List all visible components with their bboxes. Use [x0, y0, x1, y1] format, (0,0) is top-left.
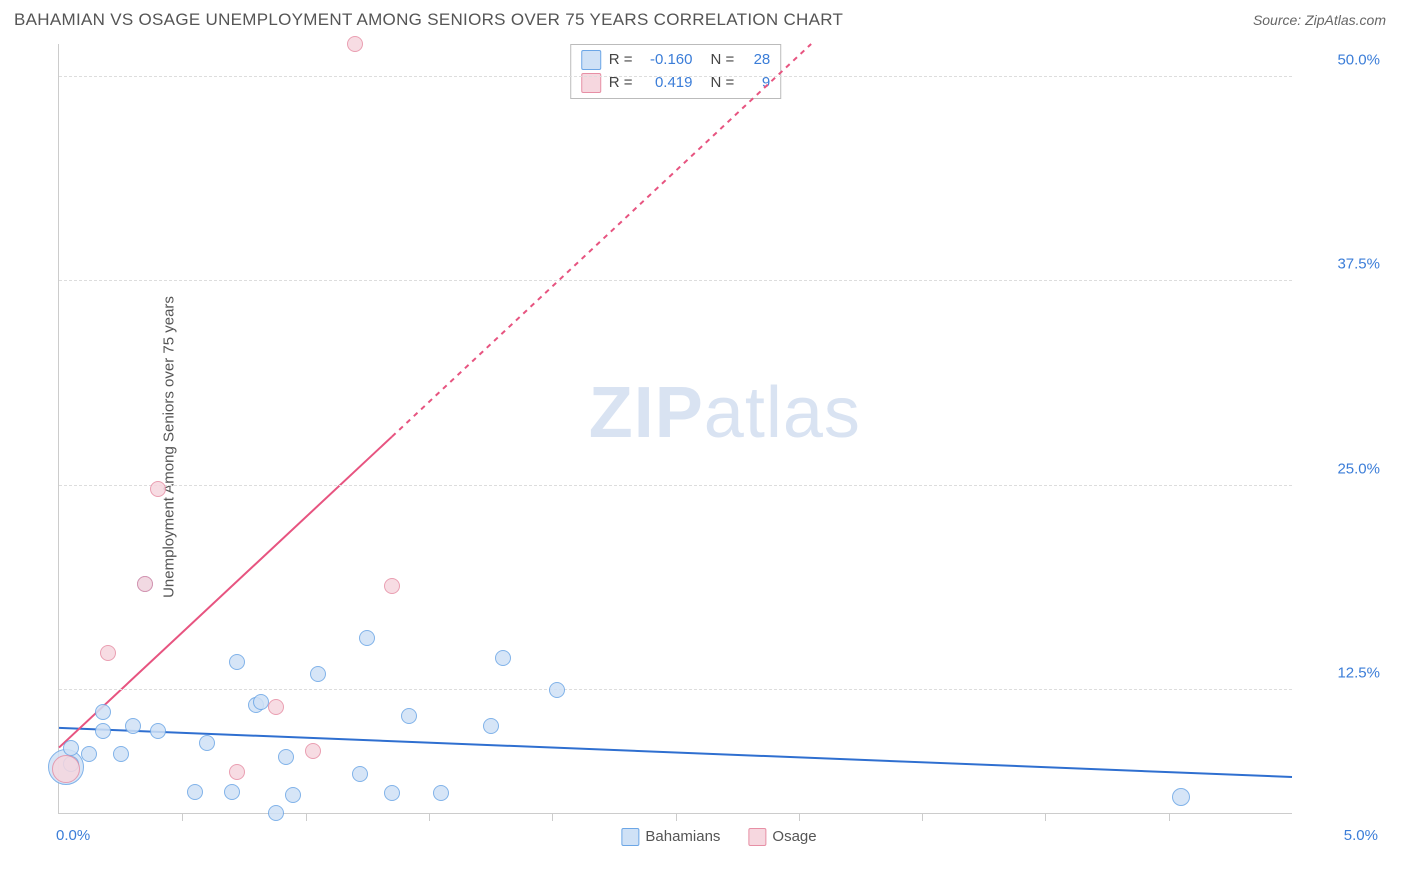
legend-swatch: [748, 828, 766, 846]
data-point: [384, 785, 400, 801]
n-value: 28: [742, 49, 770, 72]
legend-item: Osage: [748, 828, 816, 846]
y-tick-label: 12.5%: [1300, 665, 1380, 682]
scatter-plot: ZIPatlas R =-0.160N =28R =0.419N =9 12.5…: [58, 44, 1292, 814]
legend-swatch: [621, 828, 639, 846]
x-tick: [306, 813, 307, 821]
data-point: [125, 718, 141, 734]
data-point: [278, 749, 294, 765]
x-tick: [1045, 813, 1046, 821]
gridline: [59, 689, 1292, 690]
data-point: [113, 746, 129, 762]
data-point: [52, 755, 80, 783]
legend-label: Osage: [772, 828, 816, 845]
y-tick-label: 37.5%: [1300, 256, 1380, 273]
data-point: [285, 787, 301, 803]
data-point: [187, 784, 203, 800]
trend-lines: [59, 44, 1292, 813]
data-point: [359, 630, 375, 646]
data-point: [549, 682, 565, 698]
data-point: [95, 704, 111, 720]
data-point: [81, 746, 97, 762]
y-tick-label: 50.0%: [1300, 51, 1380, 68]
data-point: [150, 481, 166, 497]
data-point: [137, 576, 153, 592]
x-axis-max-label: 5.0%: [1344, 827, 1378, 844]
x-axis-min-label: 0.0%: [56, 827, 90, 844]
data-point: [224, 784, 240, 800]
x-tick: [1169, 813, 1170, 821]
legend-item: Bahamians: [621, 828, 720, 846]
chart-header: BAHAMIAN VS OSAGE UNEMPLOYMENT AMONG SEN…: [0, 0, 1406, 38]
data-point: [347, 36, 363, 52]
y-tick-label: 25.0%: [1300, 460, 1380, 477]
x-tick: [429, 813, 430, 821]
legend-label: Bahamians: [645, 828, 720, 845]
data-point: [150, 723, 166, 739]
data-point: [483, 718, 499, 734]
data-point: [1172, 788, 1190, 806]
x-tick: [552, 813, 553, 821]
data-point: [268, 805, 284, 821]
gridline: [59, 485, 1292, 486]
x-tick: [676, 813, 677, 821]
data-point: [100, 645, 116, 661]
x-tick: [182, 813, 183, 821]
gridline: [59, 280, 1292, 281]
data-point: [253, 694, 269, 710]
data-point: [95, 723, 111, 739]
series-legend: Bahamians Osage: [621, 828, 816, 846]
series-swatch: [581, 50, 601, 70]
r-value: -0.160: [641, 49, 693, 72]
data-point: [229, 654, 245, 670]
data-point: [305, 743, 321, 759]
chart-title: BAHAMIAN VS OSAGE UNEMPLOYMENT AMONG SEN…: [14, 10, 843, 30]
data-point: [199, 735, 215, 751]
data-point: [268, 699, 284, 715]
data-point: [433, 785, 449, 801]
data-point: [495, 650, 511, 666]
data-point: [229, 764, 245, 780]
data-point: [63, 740, 79, 756]
data-point: [401, 708, 417, 724]
chart-area: Unemployment Among Seniors over 75 years…: [48, 44, 1390, 850]
x-tick: [922, 813, 923, 821]
gridline: [59, 76, 1292, 77]
stats-row: R =-0.160N =28: [581, 49, 771, 72]
data-point: [352, 766, 368, 782]
x-tick: [799, 813, 800, 821]
data-point: [310, 666, 326, 682]
watermark: ZIPatlas: [589, 372, 861, 454]
correlation-stats-box: R =-0.160N =28R =0.419N =9: [570, 44, 782, 99]
source-attribution: Source: ZipAtlas.com: [1253, 12, 1386, 28]
data-point: [384, 578, 400, 594]
